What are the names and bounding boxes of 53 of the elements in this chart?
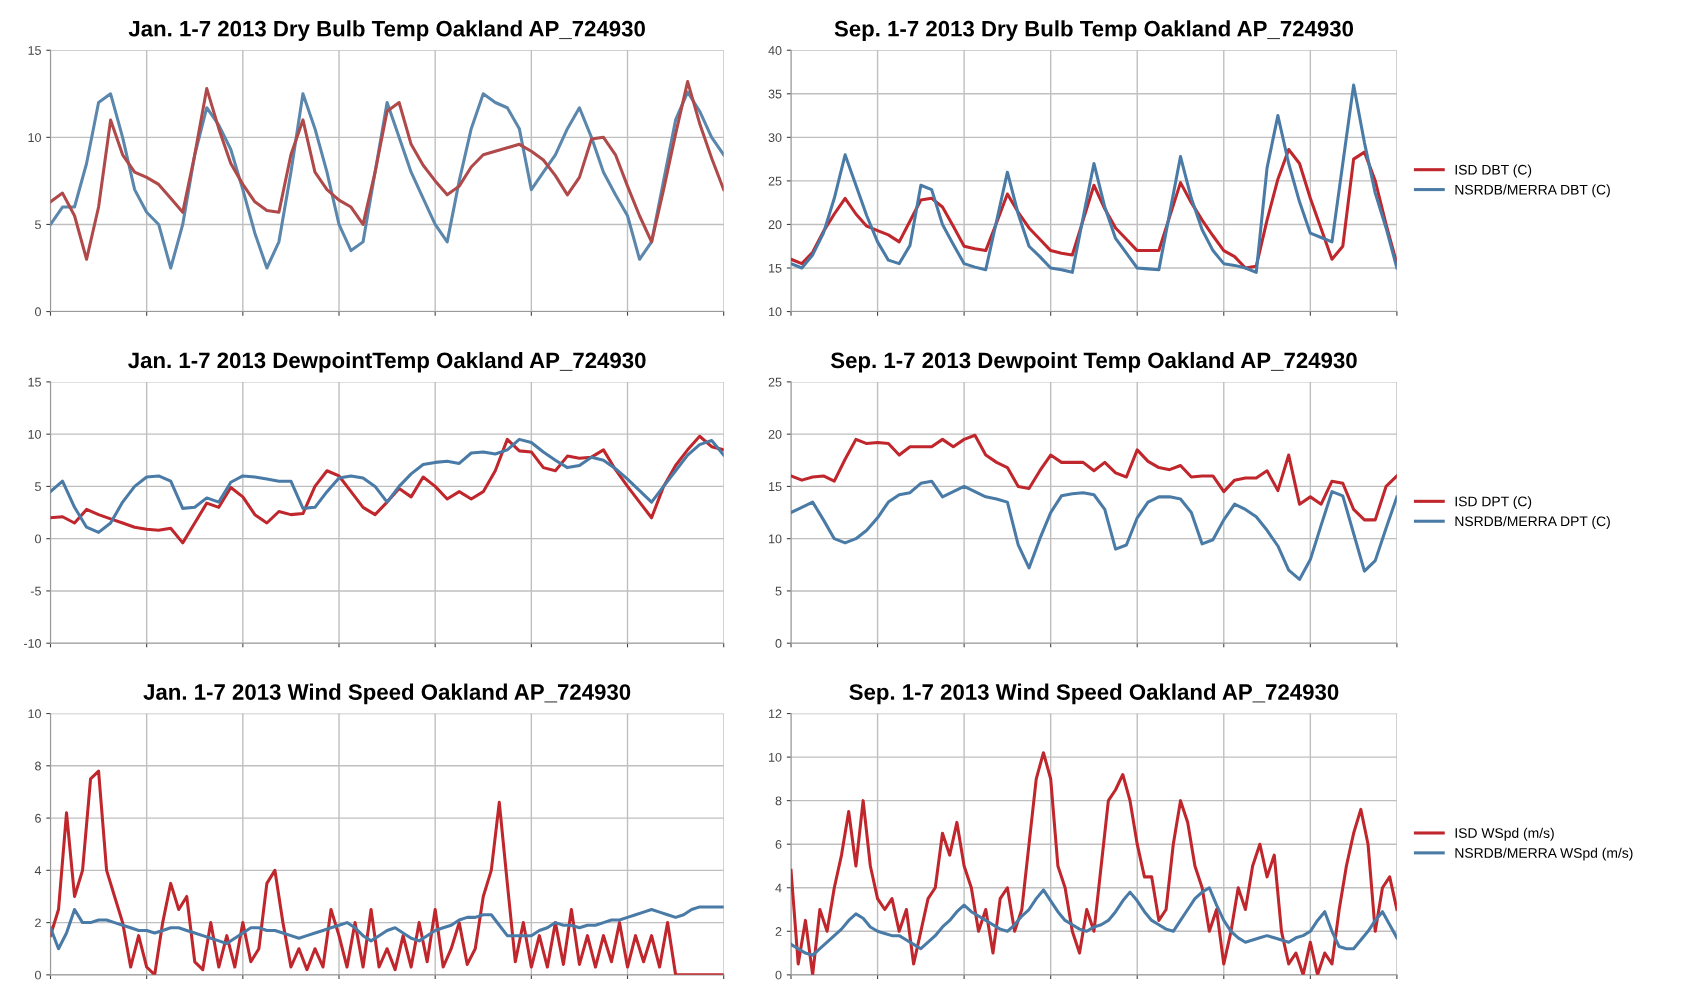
y-tick-label: 15 xyxy=(769,263,782,273)
y-tick-label: 2 xyxy=(35,918,41,928)
y-tick-label: 10 xyxy=(28,709,41,719)
y-tick-label: 10 xyxy=(769,307,782,317)
y-tick-label: 8 xyxy=(35,761,41,771)
y-tick-label: 25 xyxy=(768,377,782,387)
y-tick-label: 10 xyxy=(769,534,782,544)
line-series xyxy=(50,905,724,951)
y-tick-label: 4 xyxy=(775,883,782,893)
y-tick-label: 20 xyxy=(768,220,782,230)
chart-title: Sep. 1-7 2013 Dry Bulb Temp Oakland AP_724930 xyxy=(834,20,1354,41)
y-tick-label: 0 xyxy=(35,307,41,317)
y-tick-label: 5 xyxy=(35,482,41,492)
line-series xyxy=(791,433,1397,522)
chart-title: Sep. 1-7 2013 Dewpoint Temp Oakland AP_724930 xyxy=(830,351,1357,373)
y-tick-label: 15 xyxy=(28,377,41,387)
y-tick-label: 10 xyxy=(769,752,782,762)
y-tick-label: 30 xyxy=(768,133,782,142)
y-tick-label: 0 xyxy=(35,970,41,980)
y-tick-label: 10 xyxy=(28,429,41,439)
y-tick-label: 6 xyxy=(775,840,782,849)
y-tick-label: -10 xyxy=(23,639,41,648)
chart-title: Jan. 1-7 2013 Wind Speed Oakland AP_724930 xyxy=(143,683,631,705)
chart-title: Jan. 1-7 2013 Dry Bulb Temp Oakland AP_724930 xyxy=(128,20,645,41)
y-tick-label: 35 xyxy=(768,89,782,99)
legend-label: NSRDB/MERRA DBT (C) xyxy=(1455,184,1610,198)
y-tick-label: 6 xyxy=(35,813,41,823)
y-tick-label: 10 xyxy=(28,133,41,142)
y-tick-label: 8 xyxy=(775,796,782,806)
y-tick-label: 25 xyxy=(768,176,782,186)
line-series xyxy=(791,479,1397,581)
legend-label: ISD DBT (C) xyxy=(1455,164,1532,178)
y-tick-label: 0 xyxy=(775,970,782,980)
y-tick-label: 0 xyxy=(775,639,782,648)
y-tick-label: 0 xyxy=(35,534,41,544)
line-series xyxy=(791,886,1397,957)
y-tick-label: -5 xyxy=(30,586,41,596)
legend-label: NSRDB/MERRA WSpd (m/s) xyxy=(1455,847,1633,861)
y-tick-label: 40 xyxy=(768,46,782,55)
y-tick-label: 2 xyxy=(775,927,782,936)
y-tick-label: 5 xyxy=(775,586,782,596)
y-tick-label: 5 xyxy=(35,220,41,230)
legend-label: ISD WSpd (m/s) xyxy=(1455,827,1554,841)
legend-label: ISD DPT (C) xyxy=(1455,496,1532,510)
y-tick-label: 20 xyxy=(768,429,782,439)
y-tick-label: 12 xyxy=(769,709,782,719)
y-tick-label: 15 xyxy=(28,46,41,55)
chart-title: Jan. 1-7 2013 DewpointTemp Oakland AP_724930 xyxy=(128,351,646,373)
y-tick-label: 4 xyxy=(34,866,42,875)
line-series xyxy=(791,83,1397,274)
legend-label: NSRDB/MERRA DPT (C) xyxy=(1455,516,1610,529)
chart-title: Sep. 1-7 2013 Wind Speed Oakland AP_724930 xyxy=(849,683,1339,705)
y-tick-label: 15 xyxy=(769,482,782,492)
